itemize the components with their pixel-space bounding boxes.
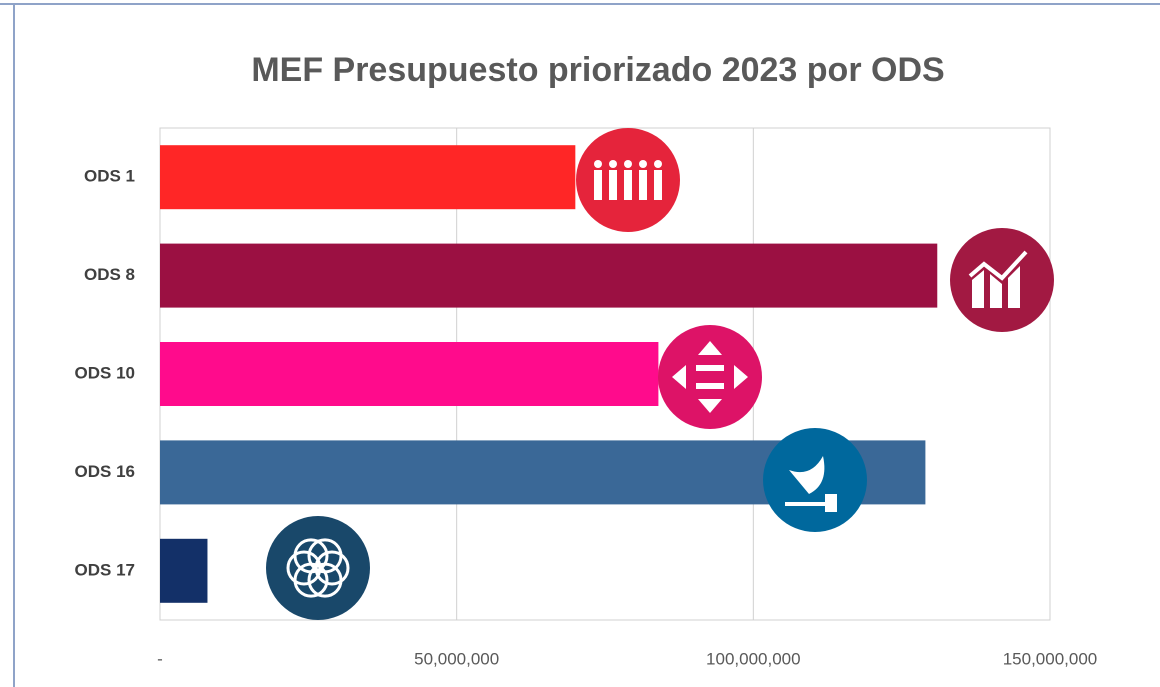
x-tick-label: 150,000,000 xyxy=(1003,649,1098,668)
icon-part xyxy=(696,383,724,389)
icon-ring xyxy=(307,538,343,574)
icon-part xyxy=(594,160,602,168)
icon-part xyxy=(654,170,662,200)
icon-part xyxy=(609,160,617,168)
sdg-icon xyxy=(658,325,762,429)
chart-title: MEF Presupuesto priorizado 2023 por ODS xyxy=(251,51,944,89)
icon-part xyxy=(609,170,617,200)
y-tick-label: ODS 8 xyxy=(84,265,135,284)
icon-part xyxy=(968,250,1028,281)
icon-ring xyxy=(293,538,329,574)
x-tick-label: - xyxy=(157,649,163,668)
icon-part xyxy=(654,160,662,168)
y-tick-label: ODS 17 xyxy=(75,560,135,579)
bar xyxy=(160,243,938,308)
x-tick-label: 100,000,000 xyxy=(706,649,801,668)
icon-part xyxy=(624,170,632,200)
x-tick-label: 50,000,000 xyxy=(414,649,499,668)
sdg-icon xyxy=(576,128,680,232)
icon-part xyxy=(639,160,647,168)
icon-part xyxy=(972,266,1020,308)
icon-part xyxy=(825,494,837,512)
icon-part xyxy=(624,160,632,168)
icon-part xyxy=(696,365,724,371)
sdg-icon xyxy=(266,516,370,620)
y-tick-label: ODS 16 xyxy=(75,462,135,481)
icon-part xyxy=(639,170,647,200)
sdg-icon xyxy=(950,228,1054,332)
icon-part xyxy=(785,502,825,506)
icon-circle xyxy=(658,325,762,429)
y-tick-label: ODS 10 xyxy=(75,363,135,382)
icon-circle xyxy=(266,516,370,620)
icon-part xyxy=(789,456,825,494)
sdg-icon xyxy=(763,428,867,532)
bar xyxy=(160,145,576,210)
bar xyxy=(160,342,659,406)
icon-part xyxy=(594,170,602,200)
bar xyxy=(160,538,208,603)
y-tick-label: ODS 1 xyxy=(84,167,135,186)
